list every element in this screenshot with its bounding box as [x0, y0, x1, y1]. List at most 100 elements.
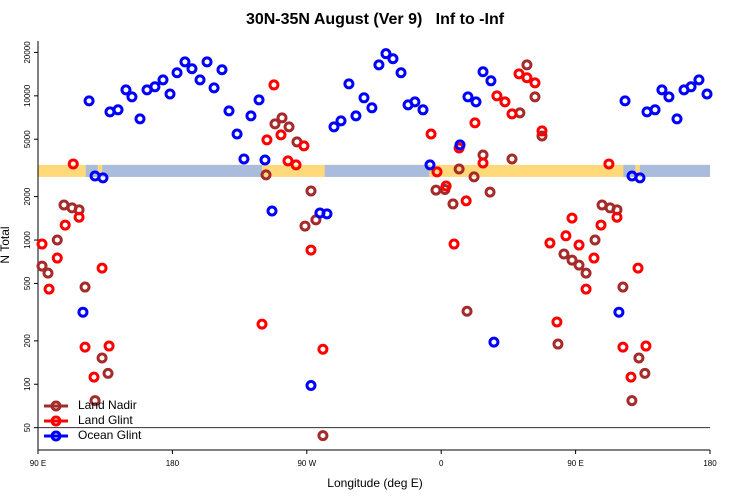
point [290, 159, 302, 171]
point [96, 352, 108, 364]
point [671, 113, 683, 125]
point [521, 72, 533, 84]
point [299, 220, 311, 232]
point [67, 158, 79, 170]
point [613, 306, 625, 318]
y-tick-label: 50 [23, 423, 32, 432]
point [102, 367, 114, 379]
point [639, 367, 651, 379]
point [223, 105, 235, 117]
point [477, 66, 489, 78]
point [430, 184, 442, 196]
point [580, 267, 592, 279]
point [79, 281, 91, 293]
point [88, 371, 100, 383]
point [701, 88, 713, 100]
point [335, 115, 347, 127]
point [51, 234, 63, 246]
point [208, 82, 220, 94]
legend-label: Land Glint [78, 413, 133, 427]
point [43, 283, 55, 295]
point [558, 248, 570, 260]
point [328, 121, 340, 133]
point [485, 75, 497, 87]
point [566, 254, 578, 266]
point [656, 84, 668, 96]
point [253, 94, 265, 106]
point [551, 316, 563, 328]
x-tick-label: 90 E [30, 459, 46, 468]
y-tick-label: 2000 [23, 187, 32, 205]
point [448, 238, 460, 250]
point [283, 121, 295, 133]
point [343, 78, 355, 90]
point [619, 95, 631, 107]
point [201, 56, 213, 68]
point [461, 305, 473, 317]
x-tick-label: 0 [439, 459, 444, 468]
point [79, 341, 91, 353]
point [261, 134, 273, 146]
point [112, 104, 124, 116]
point [380, 48, 392, 60]
x-axis-label: Longitude (deg E) [327, 476, 422, 490]
point [603, 158, 615, 170]
point [693, 74, 705, 86]
point [462, 91, 474, 103]
point [529, 77, 541, 89]
point [580, 283, 592, 295]
point [617, 281, 629, 293]
point [484, 186, 496, 198]
point [350, 110, 362, 122]
point [529, 91, 541, 103]
point [276, 112, 288, 124]
x-tick-label: 180 [166, 459, 180, 468]
point [640, 340, 652, 352]
legend-label: Land Nadir [78, 398, 137, 412]
point [59, 219, 71, 231]
point [83, 95, 95, 107]
point [491, 90, 503, 102]
y-tick-label: 20000 [23, 41, 32, 64]
point [649, 104, 661, 116]
point [269, 118, 281, 130]
point [611, 211, 623, 223]
point [617, 341, 629, 353]
point [488, 336, 500, 348]
ocean-strip [85, 164, 98, 177]
point [373, 59, 385, 71]
point [468, 171, 480, 183]
point [126, 91, 138, 103]
point [268, 79, 280, 91]
ocean-strip [623, 164, 636, 177]
point [89, 395, 101, 407]
point [566, 212, 578, 224]
point [477, 157, 489, 169]
point [305, 380, 317, 392]
point [259, 154, 271, 166]
point [366, 102, 378, 114]
point [453, 163, 465, 175]
ocean-strip [102, 164, 262, 177]
point [317, 343, 329, 355]
point [573, 239, 585, 251]
point [238, 153, 250, 165]
x-tick-label: 90 W [297, 459, 316, 468]
point [358, 92, 370, 104]
point [96, 262, 108, 274]
y-tick-label: 5000 [23, 130, 32, 148]
y-tick-label: 200 [23, 334, 32, 348]
point [231, 128, 243, 140]
point [544, 237, 556, 249]
point [317, 430, 329, 442]
y-axis-label: N Total [0, 226, 12, 263]
point [589, 234, 601, 246]
point [447, 198, 459, 210]
x-tick-label: 90 E [567, 459, 583, 468]
point [573, 259, 585, 271]
point [260, 169, 272, 181]
point [431, 166, 443, 178]
point [424, 159, 436, 171]
point [149, 81, 161, 93]
